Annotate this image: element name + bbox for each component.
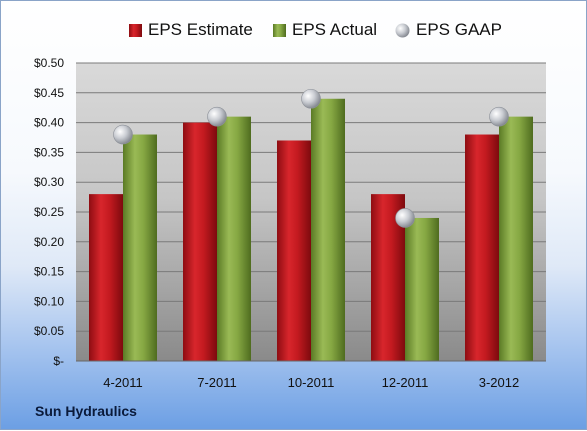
bar-eps-estimate — [89, 194, 123, 361]
marker-eps-gaap — [207, 106, 227, 127]
x-tick-label: 10-2011 — [288, 375, 335, 390]
legend-item-estimate: EPS Estimate — [129, 19, 253, 41]
bar-eps-actual — [217, 116, 251, 361]
bar-eps-actual — [311, 98, 345, 361]
x-tick-label: 3-2012 — [479, 375, 519, 390]
y-tick-label: $0.15 — [34, 265, 64, 279]
legend-marker-gaap — [395, 23, 410, 37]
x-tick-label: 4-2011 — [103, 375, 143, 390]
marker-eps-gaap — [395, 208, 415, 228]
legend-item-gaap: EPS GAAP — [395, 19, 502, 41]
company-name: Sun Hydraulics — [35, 403, 137, 419]
bar-eps-actual — [499, 116, 533, 361]
marker-eps-gaap — [113, 124, 133, 145]
y-tick-label: $0.40 — [34, 116, 64, 130]
y-tick-label: $0.10 — [34, 294, 64, 308]
y-tick-label: $0.30 — [34, 175, 64, 189]
bar-eps-actual — [123, 134, 157, 361]
bar-eps-estimate — [183, 122, 217, 361]
y-tick-label: $0.20 — [34, 235, 64, 249]
marker-eps-gaap — [301, 88, 321, 109]
legend-label-actual: EPS Actual — [292, 20, 378, 39]
legend: EPS Estimate EPS Actual EPS GAAP — [1, 19, 587, 41]
legend-swatch-estimate — [129, 23, 142, 37]
marker-eps-gaap — [489, 106, 509, 127]
legend-label-estimate: EPS Estimate — [148, 20, 253, 39]
y-tick-label: $0.45 — [34, 86, 64, 100]
y-tick-label: $- — [53, 354, 64, 368]
legend-label-gaap: EPS GAAP — [416, 20, 502, 39]
bar-eps-actual — [405, 217, 439, 361]
x-tick-label: 12-2011 — [382, 375, 429, 390]
bar-eps-estimate — [465, 134, 499, 361]
bar-eps-estimate — [277, 140, 311, 361]
legend-swatch-actual — [273, 23, 286, 37]
legend-item-actual: EPS Actual — [273, 19, 377, 41]
y-tick-label: $0.35 — [34, 145, 64, 159]
y-tick-label: $0.05 — [34, 324, 64, 338]
y-tick-label: $0.50 — [34, 56, 64, 70]
y-tick-label: $0.25 — [34, 205, 64, 219]
x-tick-label: 7-2011 — [197, 375, 237, 390]
